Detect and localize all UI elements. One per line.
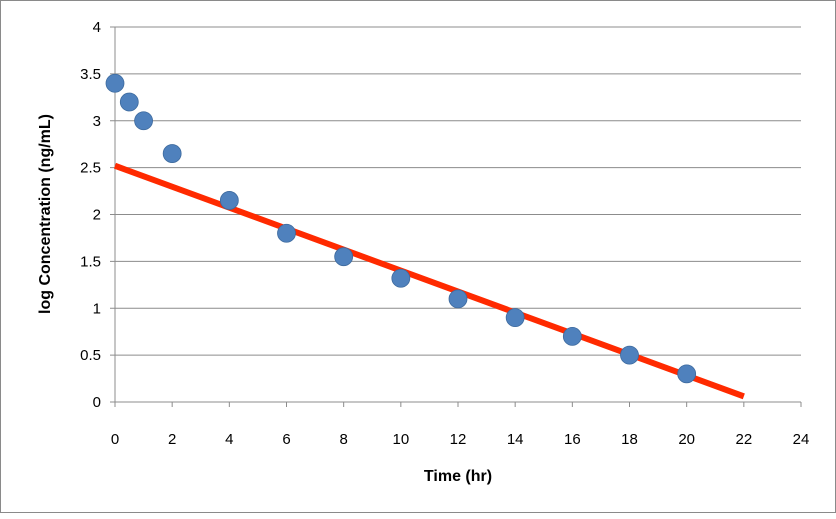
x-tick-label: 12 xyxy=(450,431,467,448)
grid-lines xyxy=(115,26,801,356)
x-tick-label: 6 xyxy=(282,431,290,448)
x-tick-label: 16 xyxy=(564,431,581,448)
trend-line-layer xyxy=(113,162,745,400)
axes xyxy=(110,26,802,407)
data-point xyxy=(334,247,354,267)
data-point xyxy=(105,73,125,93)
data-point xyxy=(219,191,239,210)
data-point xyxy=(162,144,182,163)
trend-line xyxy=(113,162,745,400)
data-points xyxy=(105,73,697,384)
y-tick-label: 0.5 xyxy=(80,347,101,364)
data-point xyxy=(448,289,468,309)
data-point xyxy=(562,326,582,346)
x-tick-label: 18 xyxy=(621,431,638,448)
x-tick-label: 14 xyxy=(507,431,524,448)
x-tick-label: 24 xyxy=(793,431,810,448)
x-tick-label: 4 xyxy=(225,431,233,448)
y-tick-label: 1.5 xyxy=(80,253,101,270)
data-point xyxy=(277,223,296,243)
data-point xyxy=(505,308,525,328)
y-tick-label: 2 xyxy=(93,207,101,224)
x-tick-label: 8 xyxy=(339,431,347,448)
data-point xyxy=(677,364,697,384)
data-point xyxy=(391,268,411,288)
x-tick-label: 22 xyxy=(735,431,752,448)
y-tick-label: 2.5 xyxy=(80,160,101,177)
data-point xyxy=(134,111,153,131)
y-tick-label: 1 xyxy=(93,300,101,317)
data-point xyxy=(119,92,139,112)
x-tick-label: 2 xyxy=(168,431,176,448)
data-point xyxy=(620,345,639,365)
x-tick-label: 20 xyxy=(678,431,695,448)
tick-labels: 00.511.522.533.540 2 4 6 8 10 12 14 16 18 20 22 24 xyxy=(80,19,809,448)
y-tick-label: 3.5 xyxy=(80,66,101,83)
x-axis-title: Time (hr) xyxy=(424,468,492,485)
y-axis-title: log Concentration (ng/mL) xyxy=(37,114,54,314)
y-tick-label: 3 xyxy=(93,113,101,130)
y-tick-label: 0 xyxy=(93,394,101,411)
x-tick-label: 10 xyxy=(392,431,409,448)
x-tick-label: 0 xyxy=(111,431,119,448)
y-tick-label: 4 xyxy=(93,19,101,36)
